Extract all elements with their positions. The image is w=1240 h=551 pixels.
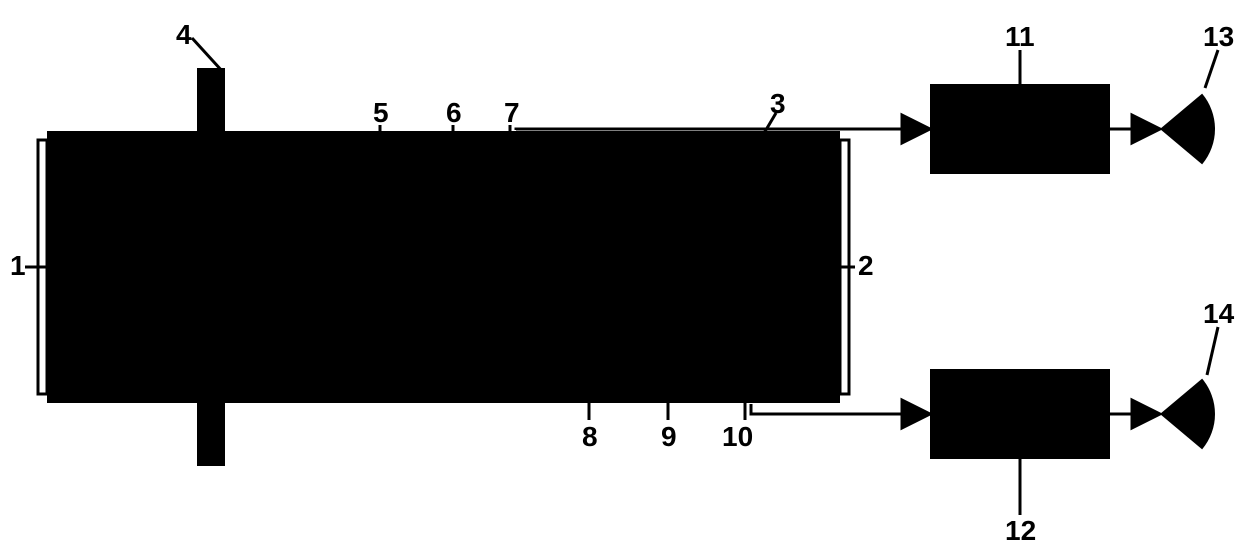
leader-label-4	[192, 38, 223, 72]
label-14: 14	[1203, 298, 1235, 329]
label-11: 11	[1005, 21, 1035, 52]
label-7: 7	[504, 97, 520, 128]
connector-7-to-top-block	[516, 129, 930, 130]
connector-10-to-bottom-block	[751, 404, 930, 414]
label-12: 12	[1005, 515, 1036, 546]
label-13: 13	[1203, 21, 1234, 52]
main-chamber	[47, 131, 840, 403]
label-1: 1	[10, 250, 26, 281]
bottom-fan-shape	[1160, 379, 1215, 450]
bottom-block	[930, 369, 1110, 459]
top-stub	[197, 68, 225, 131]
label-9: 9	[661, 421, 677, 452]
leader-label-14	[1207, 327, 1218, 375]
top-block	[930, 84, 1110, 174]
label-8: 8	[582, 421, 598, 452]
leader-label-13	[1205, 50, 1218, 88]
diagram-canvas: 1234567891011121314	[0, 0, 1240, 551]
label-10: 10	[722, 421, 753, 452]
label-3: 3	[770, 88, 786, 119]
top-fan-shape	[1160, 94, 1215, 165]
label-6: 6	[446, 97, 462, 128]
bottom-stub	[197, 403, 225, 466]
label-2: 2	[858, 250, 874, 281]
label-5: 5	[373, 97, 389, 128]
label-4: 4	[176, 19, 192, 50]
